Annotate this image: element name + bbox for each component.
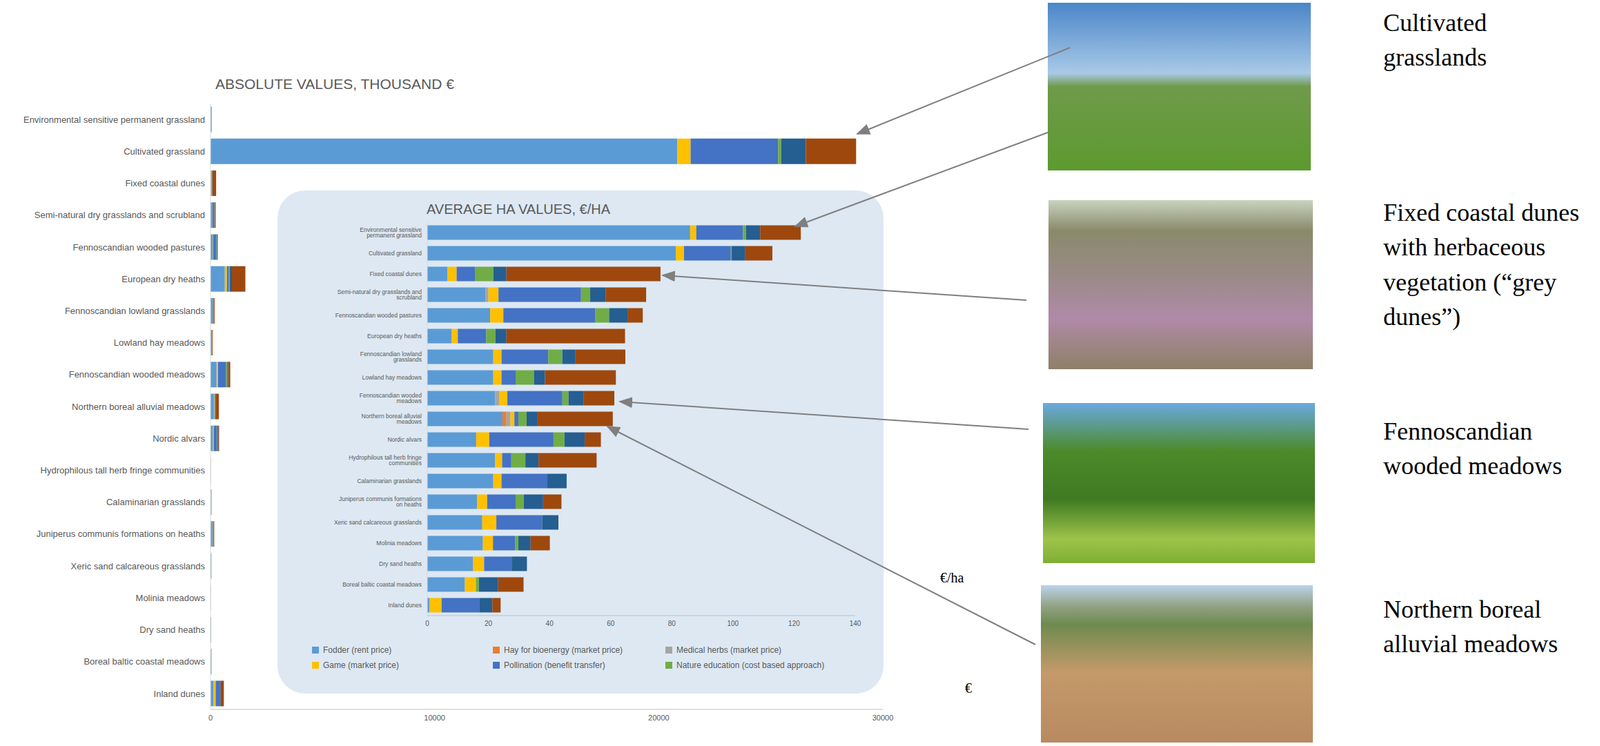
svg-text:Fennoscandian wooded meadows: Fennoscandian wooded meadows xyxy=(69,369,206,380)
svg-text:Molinia meadows: Molinia meadows xyxy=(376,539,422,547)
html-text:Northern boreal alluvial meado: Northern boreal alluvial meadows xyxy=(1383,595,1558,659)
svg-text:Nordic alvars: Nordic alvars xyxy=(387,436,422,444)
html-text:Medical herbs (market price): Medical herbs (market price) xyxy=(676,645,782,656)
svg-text:Cultivated grassland: Cultivated grassland xyxy=(123,146,206,157)
svg-text:Boreal baltic coastal meadows: Boreal baltic coastal meadows xyxy=(342,581,422,589)
html-text:Nature education (cost based a: Nature education (cost based approach) xyxy=(676,660,825,671)
svg-text:Dry sand heaths: Dry sand heaths xyxy=(378,560,422,568)
html-text:AVERAGE HA VALUES, €/HA: AVERAGE HA VALUES, €/HA xyxy=(426,201,611,217)
svg-text:Calaminarian grasslands: Calaminarian grasslands xyxy=(356,477,422,485)
svg-text:60: 60 xyxy=(606,619,616,628)
svg-text:Calaminarian grasslands: Calaminarian grasslands xyxy=(106,496,206,508)
svg-text:Lowland hay meadows: Lowland hay meadows xyxy=(362,374,422,382)
svg-text:Fennoscandian lowlandgrassland: Fennoscandian lowlandgrasslands xyxy=(360,350,423,364)
svg-text:Xeric sand calcareous grasslan: Xeric sand calcareous grasslands xyxy=(334,519,422,526)
html-text:Cultivated grasslands: Cultivated grasslands xyxy=(1383,8,1487,72)
svg-text:80: 80 xyxy=(668,619,677,628)
svg-text:0: 0 xyxy=(425,619,430,628)
svg-text:Environmental sensitive perman: Environmental sensitive permanent grassl… xyxy=(23,114,206,125)
html-text:Game (market price): Game (market price) xyxy=(323,660,399,671)
svg-text:Fixed coastal dunes: Fixed coastal dunes xyxy=(124,178,206,189)
svg-text:100: 100 xyxy=(727,619,740,628)
svg-text:Inland dunes: Inland dunes xyxy=(153,688,206,700)
svg-text:Juniperus communis formationso: Juniperus communis formationson heaths xyxy=(338,495,422,509)
svg-text:European dry heaths: European dry heaths xyxy=(367,332,422,340)
svg-text:Lowland hay meadows: Lowland hay meadows xyxy=(113,337,206,348)
svg-text:0: 0 xyxy=(208,713,213,723)
svg-text:Fennoscandian wooded pastures: Fennoscandian wooded pastures xyxy=(335,311,422,319)
svg-text:20000: 20000 xyxy=(648,713,670,723)
svg-text:European dry heaths: European dry heaths xyxy=(121,274,206,285)
svg-text:120: 120 xyxy=(788,619,800,628)
svg-text:Molinia meadows: Molinia meadows xyxy=(135,592,206,604)
html-text:Fennoscandian wooded meadows: Fennoscandian wooded meadows xyxy=(1383,417,1563,480)
svg-text:Fennoscandian lowland grasslan: Fennoscandian lowland grasslands xyxy=(64,305,206,317)
svg-text:Nordic alvars: Nordic alvars xyxy=(152,433,206,444)
html-text:Hay for bioenergy (market pric: Hay for bioenergy (market price) xyxy=(503,645,623,656)
svg-text:Xeric sand calcareous grasslan: Xeric sand calcareous grasslands xyxy=(71,561,206,572)
svg-text:Hydrophilous tall herb fringe: Hydrophilous tall herb fringe communitie… xyxy=(40,465,206,476)
html-text:Fixed coastal dunes with herba: Fixed coastal dunes with herbaceous vege… xyxy=(1383,198,1580,331)
svg-text:10000: 10000 xyxy=(423,713,446,723)
html-text:Fodder (rent price): Fodder (rent price) xyxy=(323,645,392,656)
svg-text:Northern boreal alluvial meado: Northern boreal alluvial meadows xyxy=(71,401,206,413)
html-text:€/ha: €/ha xyxy=(940,570,964,586)
svg-text:Inland dunes: Inland dunes xyxy=(387,601,422,609)
svg-text:Hydrophilous tall herb fringec: Hydrophilous tall herb fringecommunities xyxy=(348,454,422,468)
svg-text:Environmental sensitivepermane: Environmental sensitivepermanent grassla… xyxy=(359,226,422,240)
svg-text:Juniperus communis formations: Juniperus communis formations on heaths xyxy=(36,528,206,540)
html-text:ABSOLUTE VALUES, THOUSAND €: ABSOLUTE VALUES, THOUSAND € xyxy=(215,75,455,92)
svg-text:40: 40 xyxy=(545,619,555,628)
svg-text:Fennoscandian wooded pastures: Fennoscandian wooded pastures xyxy=(72,242,206,253)
svg-text:Cultivated grassland: Cultivated grassland xyxy=(368,249,422,257)
svg-text:Northern boreal alluvialmeadow: Northern boreal alluvialmeadows xyxy=(361,412,423,426)
svg-text:20: 20 xyxy=(484,619,493,628)
svg-text:Boreal baltic coastal meadows: Boreal baltic coastal meadows xyxy=(83,656,206,667)
svg-text:140: 140 xyxy=(849,619,862,628)
html-text:Pollination (benefit transfer): Pollination (benefit transfer) xyxy=(503,660,606,671)
svg-text:30000: 30000 xyxy=(872,713,894,723)
svg-text:Dry sand heaths: Dry sand heaths xyxy=(139,624,206,636)
svg-text:Fennoscandian woodedmeadows: Fennoscandian woodedmeadows xyxy=(359,392,423,406)
svg-text:Semi-natural dry grasslands an: Semi-natural dry grasslands and scrublan… xyxy=(34,209,206,221)
svg-text:Semi-natural dry grasslands an: Semi-natural dry grasslands andscrubland xyxy=(337,288,423,302)
svg-text:Fixed coastal dunes: Fixed coastal dunes xyxy=(369,270,422,278)
